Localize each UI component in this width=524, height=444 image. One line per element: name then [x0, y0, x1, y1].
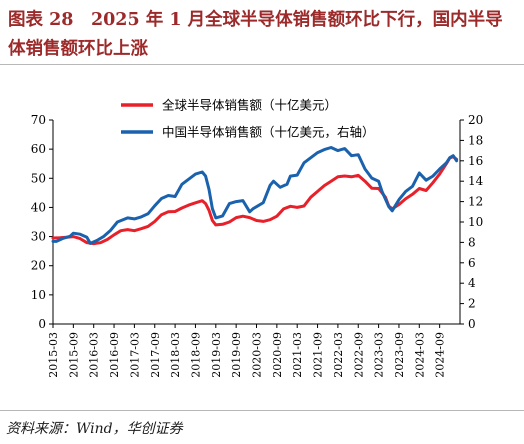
china-sales-line — [51, 146, 459, 245]
legend-label: 全球半导体销售额（十亿美元） — [162, 98, 337, 113]
x-tick-label: 2020-03 — [251, 332, 264, 378]
x-tick-label: 2024-09 — [434, 332, 447, 378]
x-tick-label: 2023-09 — [393, 332, 406, 378]
right-tick-label: 14 — [468, 174, 484, 188]
right-tick-label: 18 — [468, 133, 483, 147]
source-divider — [0, 410, 524, 411]
x-tick-label: 2015-03 — [47, 332, 60, 378]
x-tick-label: 2017-09 — [149, 332, 162, 378]
legend-label: 中国半导体销售额（十亿美元，右轴） — [162, 125, 375, 140]
x-tick-label: 2020-09 — [271, 332, 284, 378]
x-tick-label: 2019-09 — [230, 332, 243, 378]
page-title: 图表 28 2025 年 1 月全球半导体销售额环比下行，国内半导体销售额环比上… — [8, 10, 503, 59]
right-tick-label: 4 — [468, 276, 476, 290]
left-tick-label: 40 — [31, 200, 46, 214]
right-tick-label: 6 — [468, 256, 476, 270]
global-sales-line — [51, 155, 459, 246]
x-tick-label: 2016-03 — [88, 332, 101, 378]
left-tick-label: 70 — [31, 113, 46, 127]
x-tick-label: 2021-03 — [291, 332, 304, 378]
semiconductor-sales-chart: 0 10 20 30 40 50 60 70 0 2 4 6 8 10 12 14 16 18 20 2015-03 2… — [31, 98, 484, 378]
right-tick-label: 2 — [468, 297, 476, 311]
chart-legend: 全球半导体销售额（十亿美元） 中国半导体销售额（十亿美元，右轴） — [121, 98, 375, 140]
x-tick-label: 2023-03 — [373, 332, 386, 378]
x-tick-label: 2022-03 — [332, 332, 345, 378]
title-divider — [0, 64, 524, 65]
left-tick-label: 20 — [31, 259, 46, 273]
left-tick-label: 0 — [38, 317, 46, 331]
x-tick-label: 2018-03 — [169, 332, 182, 378]
x-tick-label: 2018-09 — [189, 332, 202, 378]
right-tick-label: 0 — [468, 317, 476, 331]
x-tick-label: 2022-09 — [352, 332, 365, 378]
left-tick-label: 50 — [31, 171, 46, 185]
x-tick-label: 2016-09 — [108, 332, 121, 378]
x-tick-label: 2024-03 — [413, 332, 426, 378]
left-tick-label: 60 — [31, 142, 46, 156]
x-tick-label: 2017-03 — [128, 332, 141, 378]
chart-lines — [51, 146, 459, 246]
left-tick-label: 30 — [31, 230, 46, 244]
left-tick-label: 10 — [31, 288, 46, 302]
chart-axes: 0 10 20 30 40 50 60 70 0 2 4 6 8 10 12 14 16 18 20 2015-03 2… — [31, 113, 484, 378]
right-tick-label: 8 — [468, 235, 476, 249]
x-tick-label: 2021-09 — [312, 332, 325, 378]
x-tick-label: 2019-03 — [210, 332, 223, 378]
source-note: 资料来源：Wind，华创证券 — [6, 421, 183, 437]
right-tick-label: 20 — [468, 113, 483, 127]
right-tick-label: 16 — [468, 154, 483, 168]
right-tick-label: 10 — [468, 215, 483, 229]
right-tick-label: 12 — [468, 195, 483, 209]
x-tick-label: 2015-09 — [67, 332, 80, 378]
